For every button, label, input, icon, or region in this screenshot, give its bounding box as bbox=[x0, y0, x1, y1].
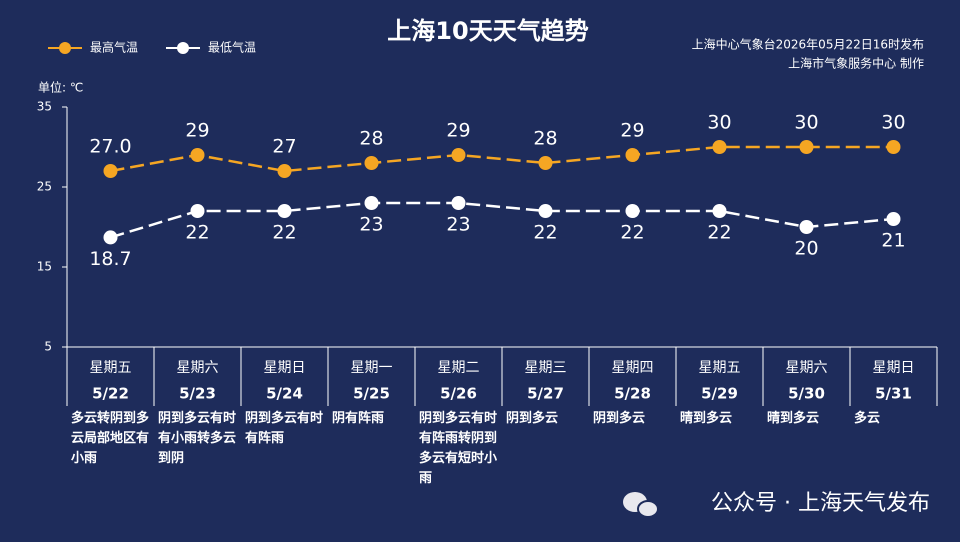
data-point bbox=[277, 164, 292, 178]
data-label: 29 bbox=[620, 120, 644, 142]
data-label: 28 bbox=[359, 128, 383, 150]
weekday-label: 星期二 bbox=[438, 360, 480, 376]
x-tick-label: 5/28 bbox=[614, 385, 651, 403]
y-tick-label: 35 bbox=[37, 100, 52, 114]
data-point bbox=[538, 156, 553, 170]
data-label: 30 bbox=[881, 112, 905, 134]
weekday-label: 星期一 bbox=[351, 360, 393, 376]
data-label: 27 bbox=[272, 136, 296, 158]
weather-description: 多云转阴到多云局部地区有小雨 bbox=[71, 411, 150, 466]
data-label: 22 bbox=[185, 222, 209, 244]
data-point bbox=[625, 204, 640, 218]
data-label: 29 bbox=[446, 120, 470, 142]
y-tick-label: 5 bbox=[44, 340, 52, 354]
data-point bbox=[712, 204, 727, 218]
producer: 上海市气象服务中心 制作 bbox=[788, 56, 924, 71]
data-point bbox=[103, 230, 118, 245]
weekday-label: 星期三 bbox=[525, 360, 567, 376]
x-tick-label: 5/29 bbox=[701, 385, 738, 403]
x-tick-label: 5/27 bbox=[527, 385, 564, 403]
data-label: 29 bbox=[185, 120, 209, 142]
x-tick-label: 5/25 bbox=[353, 385, 390, 403]
unit-label: 单位: ℃ bbox=[38, 80, 83, 95]
weather-description: 阴到多云有时有阵雨 bbox=[245, 411, 324, 446]
data-point bbox=[277, 204, 292, 218]
weekday-label: 星期日 bbox=[264, 360, 306, 376]
data-point bbox=[190, 204, 205, 218]
weather-description: 阴有阵雨 bbox=[332, 411, 385, 426]
y-tick-label: 25 bbox=[37, 180, 52, 194]
data-label: 30 bbox=[794, 112, 818, 134]
legend-marker bbox=[59, 42, 71, 54]
weather-description: 多云 bbox=[854, 411, 881, 426]
data-point bbox=[799, 140, 814, 154]
x-tick-label: 5/31 bbox=[875, 385, 912, 403]
weekday-label: 星期日 bbox=[873, 360, 915, 376]
series-line bbox=[110, 145, 894, 173]
weather-description: 阴到多云 bbox=[506, 411, 559, 426]
weekday-label: 星期六 bbox=[786, 360, 828, 376]
weather-description: 晴到多云 bbox=[680, 411, 733, 426]
data-point bbox=[799, 220, 814, 234]
x-tick-label: 5/26 bbox=[440, 385, 477, 403]
data-label: 27.0 bbox=[89, 136, 131, 158]
weekday-label: 星期五 bbox=[699, 360, 741, 376]
y-tick-label: 15 bbox=[37, 260, 52, 274]
data-label: 20 bbox=[794, 238, 818, 260]
data-label: 22 bbox=[620, 222, 644, 244]
data-point bbox=[538, 204, 553, 218]
legend-label: 最低气温 bbox=[208, 40, 256, 55]
data-label: 28 bbox=[533, 128, 557, 150]
weather-description: 阴到多云 bbox=[593, 411, 646, 426]
wechat-icon bbox=[623, 492, 659, 518]
x-tick-label: 5/22 bbox=[92, 385, 129, 403]
legend-label: 最高气温 bbox=[90, 40, 138, 55]
watermark: 公众号 · 上海天气发布 bbox=[711, 491, 930, 516]
data-label: 21 bbox=[881, 230, 905, 252]
weather-description: 阴到多云有时有小雨转多云到阴 bbox=[158, 411, 237, 466]
weather-description: 晴到多云 bbox=[767, 411, 820, 426]
data-point bbox=[712, 140, 727, 154]
data-label: 22 bbox=[272, 222, 296, 244]
source: 上海中心气象台2026年05月22日16时发布 bbox=[692, 37, 924, 52]
data-point bbox=[886, 140, 901, 154]
data-label: 30 bbox=[707, 112, 731, 134]
data-label: 23 bbox=[446, 214, 470, 236]
weekday-label: 星期六 bbox=[177, 360, 219, 376]
data-point bbox=[451, 196, 466, 210]
chart-title: 上海10天天气趋势 bbox=[387, 17, 588, 45]
weather-description: 阴到多云有时有阵雨转阴到多云有短时小雨 bbox=[419, 411, 498, 486]
data-point bbox=[451, 148, 466, 162]
series-line bbox=[110, 201, 894, 239]
x-tick-label: 5/24 bbox=[266, 385, 303, 403]
data-point bbox=[103, 164, 118, 178]
data-point bbox=[364, 196, 379, 210]
x-tick-label: 5/23 bbox=[179, 385, 216, 403]
data-label: 18.7 bbox=[89, 248, 131, 270]
weekday-label: 星期四 bbox=[612, 360, 654, 376]
data-point bbox=[625, 148, 640, 162]
data-label: 23 bbox=[359, 214, 383, 236]
data-label: 22 bbox=[533, 222, 557, 244]
data-point bbox=[886, 212, 901, 226]
weekday-label: 星期五 bbox=[90, 360, 132, 376]
x-tick-label: 5/30 bbox=[788, 385, 825, 403]
data-point bbox=[364, 156, 379, 170]
data-label: 22 bbox=[707, 222, 731, 244]
legend-marker bbox=[177, 42, 189, 54]
data-point bbox=[190, 148, 205, 162]
